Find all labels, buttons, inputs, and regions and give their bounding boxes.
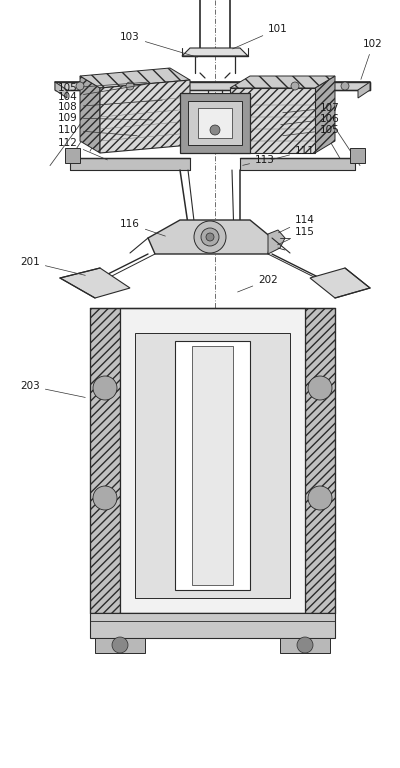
- Circle shape: [194, 221, 226, 253]
- Polygon shape: [65, 148, 80, 163]
- Polygon shape: [90, 613, 335, 638]
- Text: 116: 116: [120, 219, 165, 236]
- Text: 105: 105: [58, 82, 147, 93]
- Text: 103: 103: [120, 32, 197, 57]
- Text: 111: 111: [273, 146, 315, 159]
- Text: 202: 202: [238, 275, 278, 292]
- Polygon shape: [188, 101, 242, 145]
- Polygon shape: [90, 308, 120, 613]
- Text: 108: 108: [58, 100, 162, 112]
- Text: 112: 112: [58, 138, 108, 160]
- Polygon shape: [182, 48, 248, 56]
- Circle shape: [76, 82, 84, 90]
- Polygon shape: [120, 308, 305, 613]
- Polygon shape: [240, 158, 355, 170]
- Polygon shape: [198, 108, 232, 138]
- Circle shape: [206, 233, 214, 241]
- Text: 203: 203: [20, 381, 85, 397]
- Circle shape: [291, 82, 299, 90]
- Polygon shape: [60, 268, 130, 298]
- Text: 104: 104: [58, 84, 145, 102]
- Text: 102: 102: [361, 39, 383, 79]
- Text: 105: 105: [283, 125, 340, 136]
- Polygon shape: [310, 268, 370, 298]
- Polygon shape: [55, 82, 67, 98]
- Text: 106: 106: [281, 114, 340, 124]
- Polygon shape: [95, 638, 145, 653]
- Polygon shape: [135, 333, 290, 598]
- Circle shape: [308, 486, 332, 510]
- Circle shape: [341, 82, 349, 90]
- Polygon shape: [350, 148, 365, 163]
- Polygon shape: [268, 230, 285, 254]
- Polygon shape: [230, 88, 315, 153]
- Polygon shape: [80, 76, 100, 153]
- Circle shape: [93, 486, 117, 510]
- Circle shape: [201, 228, 219, 246]
- Circle shape: [93, 376, 117, 400]
- Circle shape: [126, 82, 134, 90]
- Polygon shape: [230, 76, 335, 88]
- Polygon shape: [148, 220, 272, 254]
- Circle shape: [112, 637, 128, 653]
- Text: 109: 109: [58, 113, 152, 123]
- Polygon shape: [180, 93, 250, 153]
- Circle shape: [297, 637, 313, 653]
- Polygon shape: [315, 76, 335, 153]
- Polygon shape: [192, 346, 233, 585]
- Text: 115: 115: [278, 227, 315, 245]
- Polygon shape: [175, 341, 250, 590]
- Text: 114: 114: [278, 215, 315, 233]
- Circle shape: [210, 125, 220, 135]
- Circle shape: [308, 376, 332, 400]
- Polygon shape: [100, 80, 190, 153]
- Text: 113: 113: [243, 155, 275, 165]
- Text: 101: 101: [232, 24, 288, 49]
- Polygon shape: [80, 68, 190, 88]
- Text: 110: 110: [58, 125, 137, 136]
- Text: 107: 107: [283, 103, 340, 113]
- Polygon shape: [55, 82, 370, 90]
- Polygon shape: [358, 82, 370, 98]
- Polygon shape: [305, 308, 335, 613]
- Polygon shape: [70, 158, 190, 170]
- Text: 201: 201: [20, 257, 85, 276]
- Polygon shape: [280, 638, 330, 653]
